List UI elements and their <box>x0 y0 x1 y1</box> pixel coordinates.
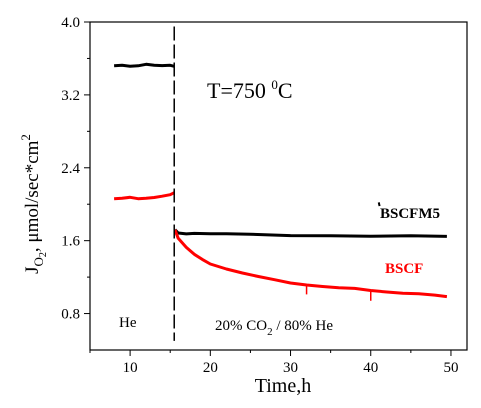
x-axis-title: Time,h <box>255 375 312 397</box>
tick-labels: 10 20 30 40 50 0.8 1.6 2.4 3.2 4.0 <box>61 15 458 376</box>
series-line-bscfm5-he <box>114 62 175 68</box>
legend-label-bscfm5: BSCFM5 <box>380 206 440 222</box>
temperature-label: T=750 0C <box>207 77 293 103</box>
x-tick-label: 20 <box>203 360 218 376</box>
y-axis-title: JO2, μmol/sec*cm2 <box>18 134 49 274</box>
region-label-he: He <box>119 315 137 331</box>
legend-label-bscf: BSCF <box>385 261 423 277</box>
x-tick-label: 50 <box>443 360 458 376</box>
region-label-co2: 20% CO2 / 80% He <box>215 318 333 338</box>
x-tick-label: 40 <box>363 360 378 376</box>
annotations: T=750 0C BSCFM5 BSCF He 20% CO2 / 80% He <box>119 77 440 338</box>
series-layer <box>114 26 448 341</box>
series-line-bscf-he <box>114 191 175 201</box>
plot-frame <box>89 21 468 351</box>
y-tick-label: 3.2 <box>61 88 80 104</box>
y-tick-label: 0.8 <box>61 307 80 323</box>
x-tick-label: 10 <box>123 360 138 376</box>
x-tick-label: 30 <box>283 360 298 376</box>
y-tick-label: 1.6 <box>61 234 80 250</box>
plot-border <box>89 21 468 351</box>
y-tick-label: 4.0 <box>61 15 80 31</box>
axis-ticks <box>84 21 452 356</box>
series-line-bscf-co2 <box>173 229 448 299</box>
series-line-bscfm5-co2 <box>173 228 447 238</box>
stray-mark <box>377 202 381 207</box>
y-tick-label: 2.4 <box>61 161 80 177</box>
